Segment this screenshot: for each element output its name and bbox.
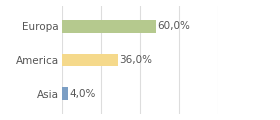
Bar [62, 20, 156, 33]
Text: 36,0%: 36,0% [120, 55, 153, 65]
Bar [62, 54, 118, 66]
Text: 4,0%: 4,0% [69, 89, 96, 99]
Bar [62, 87, 68, 100]
Text: 60,0%: 60,0% [157, 21, 190, 31]
